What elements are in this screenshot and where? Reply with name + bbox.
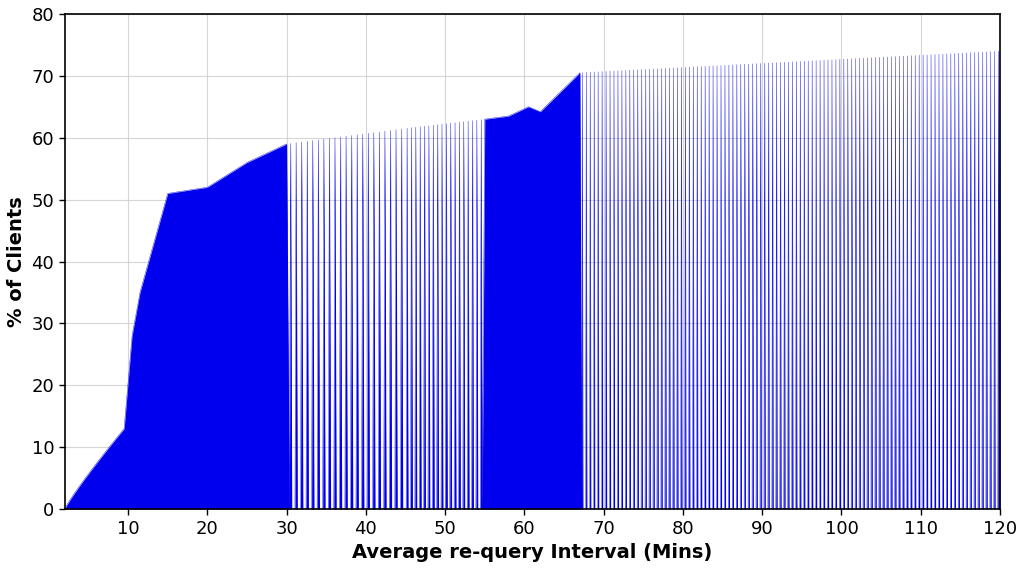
X-axis label: Average re-query Interval (Mins): Average re-query Interval (Mins)	[352, 543, 713, 562]
Y-axis label: % of Clients: % of Clients	[7, 196, 26, 327]
